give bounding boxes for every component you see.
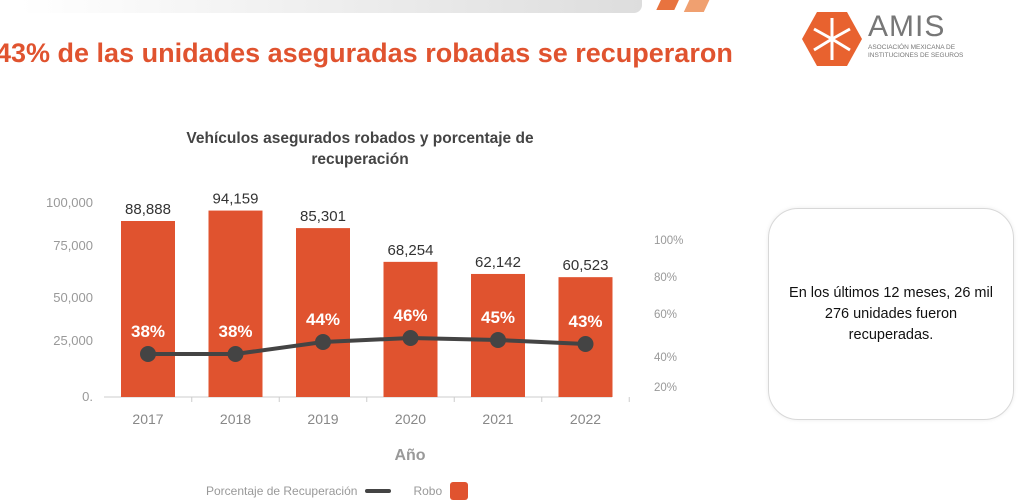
- bar: [296, 228, 350, 397]
- right-y-tick: 40%: [654, 352, 678, 364]
- bar-value-label: 62,142: [475, 254, 521, 271]
- legend-line-swatch: [365, 489, 392, 493]
- x-tick-label: 2019: [307, 411, 338, 427]
- legend-label-line: Porcentaje de Recuperación: [206, 484, 358, 498]
- y-tick: 75,000: [53, 238, 93, 253]
- bar-value-label: 88,888: [125, 201, 171, 218]
- recovery-percent-label: 38%: [131, 322, 165, 341]
- slide-title: 43% de las unidades aseguradas robadas s…: [0, 38, 733, 68]
- callout-box: En los últimos 12 meses, 26 mil 276 unid…: [768, 208, 1014, 420]
- legend-bar-swatch: [450, 482, 469, 500]
- logo-subtitle: ASOCIACIÓN MEXICANA DE INSTITUCIONES DE …: [868, 44, 964, 59]
- bar-value-label: 85,301: [300, 208, 346, 225]
- chart-title: Vehículos asegurados robados y porcentaj…: [186, 130, 534, 168]
- top-decoration-bar: [20, 0, 642, 13]
- x-tick-label: 2021: [482, 411, 513, 427]
- callout-text: En los últimos 12 meses, 26 mil 276 unid…: [789, 284, 993, 343]
- right-y-tick: 60%: [654, 309, 678, 321]
- recovery-point: [402, 330, 419, 346]
- bar: [208, 210, 263, 397]
- x-tick-label: 2022: [570, 411, 601, 427]
- legend: Porcentaje de Recuperación Robo: [206, 482, 469, 500]
- x-tick-label: 2018: [220, 411, 251, 427]
- recovery-percent-label: 44%: [306, 310, 340, 329]
- y-tick: 0.: [82, 389, 93, 404]
- recovery-percent-label: 46%: [393, 306, 427, 325]
- amis-logo-icon: [802, 12, 862, 66]
- recovery-point: [227, 346, 244, 362]
- y-tick: 100,000: [46, 195, 93, 210]
- recovery-point: [315, 334, 331, 350]
- logo-name: AMIS: [868, 10, 946, 43]
- recovery-point: [490, 332, 506, 348]
- x-axis-title: Año: [394, 447, 426, 464]
- right-y-tick: 80%: [654, 272, 678, 284]
- right-y-tick: 20%: [654, 382, 678, 394]
- bar-value-label: 60,523: [563, 257, 609, 274]
- recovery-percent-label: 45%: [481, 308, 515, 327]
- bar-value-label: 94,159: [213, 191, 259, 208]
- bar-value-label: 68,254: [388, 242, 434, 259]
- recovery-line: [148, 335, 586, 356]
- recovery-percent-label: 38%: [218, 322, 252, 341]
- right-y-tick: 100%: [654, 235, 684, 247]
- bar: [383, 261, 438, 397]
- bar: [121, 221, 175, 397]
- recovery-percent-label: 43%: [568, 312, 602, 331]
- x-tick-label: 2020: [395, 411, 426, 427]
- recovery-point: [577, 336, 594, 352]
- y-tick: 25,000: [53, 333, 93, 348]
- recovery-point: [140, 346, 156, 362]
- legend-label-bar: Robo: [413, 484, 443, 498]
- x-tick-label: 2017: [132, 411, 163, 427]
- y-tick: 50,000: [53, 290, 93, 305]
